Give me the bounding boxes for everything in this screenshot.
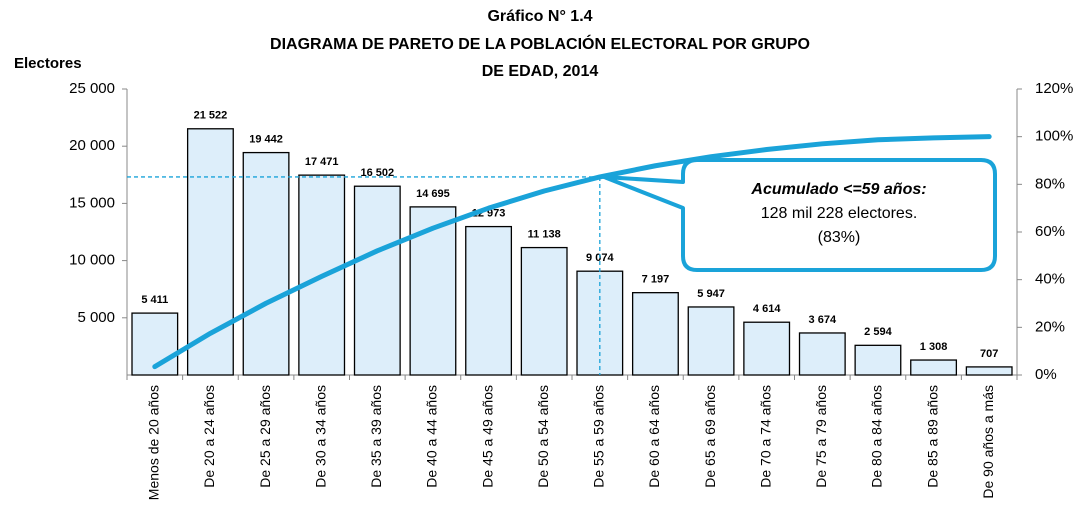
value-label: 9 074 xyxy=(586,252,614,264)
y-tick-label: 25 000 xyxy=(69,80,115,97)
bar xyxy=(520,246,568,376)
value-label: 19 442 xyxy=(249,133,283,145)
value-label: 2 594 xyxy=(864,326,892,338)
annotation: Acumulado <=59 años: xyxy=(750,181,926,198)
y-tick-label: 15 000 xyxy=(69,194,115,211)
y2-tick-label: 40% xyxy=(1035,271,1065,288)
x-tick-label: Menos de 20 años xyxy=(146,385,162,500)
chart-title: Gráfico N° 1.4 xyxy=(487,8,592,25)
bar xyxy=(409,206,457,376)
value-label: 4 614 xyxy=(753,303,781,315)
bar xyxy=(798,332,846,376)
bar xyxy=(965,366,1013,376)
value-label: 5 947 xyxy=(697,288,725,300)
callout-box xyxy=(601,158,997,272)
chart-title: DE EDAD, 2014 xyxy=(482,63,599,80)
value-label: 11 138 xyxy=(528,228,561,240)
x-tick-label: De 35 a 39 años xyxy=(368,385,384,488)
y2-tick-label: 60% xyxy=(1035,223,1065,240)
bar xyxy=(631,292,679,376)
bar xyxy=(353,185,401,376)
x-tick-label: De 75 a 79 años xyxy=(813,385,829,488)
y2-tick-label: 20% xyxy=(1035,318,1065,335)
bar xyxy=(465,225,513,376)
y-tick-label: 20 000 xyxy=(69,137,115,154)
value-label: 707 xyxy=(980,348,998,360)
x-tick-label: De 55 a 59 años xyxy=(591,385,607,488)
value-label: 5 411 xyxy=(141,294,168,306)
y2-tick-label: 100% xyxy=(1035,128,1073,145)
y-axis-label: Electores xyxy=(14,55,82,72)
y-tick-label: 10 000 xyxy=(69,252,115,269)
bar xyxy=(186,128,234,376)
value-label: 14 695 xyxy=(416,188,450,200)
bar xyxy=(743,321,791,376)
y2-tick-label: 0% xyxy=(1035,366,1057,383)
value-label: 1 308 xyxy=(920,341,948,353)
x-tick-label: De 80 a 84 años xyxy=(869,385,885,488)
x-tick-label: De 25 a 29 años xyxy=(257,385,273,488)
x-tick-label: De 90 años a más xyxy=(980,385,996,499)
value-label: 17 471 xyxy=(305,156,339,168)
cumulative-line xyxy=(152,134,992,370)
bar xyxy=(910,359,958,376)
bar xyxy=(854,344,902,376)
y-tick-label: 5 000 xyxy=(77,309,115,326)
x-tick-label: De 60 a 64 años xyxy=(646,385,662,488)
bar xyxy=(242,151,290,376)
x-tick-label: De 50 a 54 años xyxy=(535,385,551,488)
value-label: 21 522 xyxy=(194,110,228,122)
bar xyxy=(687,306,735,376)
annotation: 128 mil 228 electores. xyxy=(761,205,918,222)
x-tick-label: De 40 a 44 años xyxy=(424,385,440,488)
y2-tick-label: 80% xyxy=(1035,175,1065,192)
annotation: (83%) xyxy=(818,229,861,246)
x-tick-label: De 45 a 49 años xyxy=(479,385,495,488)
value-label: 3 674 xyxy=(809,314,837,326)
y2-tick-label: 120% xyxy=(1035,80,1073,97)
x-tick-label: De 65 a 69 años xyxy=(702,385,718,488)
x-tick-label: De 70 a 74 años xyxy=(757,385,773,488)
x-tick-label: De 20 a 24 años xyxy=(201,385,217,488)
x-tick-label: De 30 a 34 años xyxy=(312,385,328,488)
x-tick-label: De 85 a 89 años xyxy=(924,385,940,488)
chart-title: DIAGRAMA DE PARETO DE LA POBLACIÓN ELECT… xyxy=(270,34,810,53)
value-label: 7 197 xyxy=(642,274,670,286)
value-label: 16 502 xyxy=(360,167,394,179)
